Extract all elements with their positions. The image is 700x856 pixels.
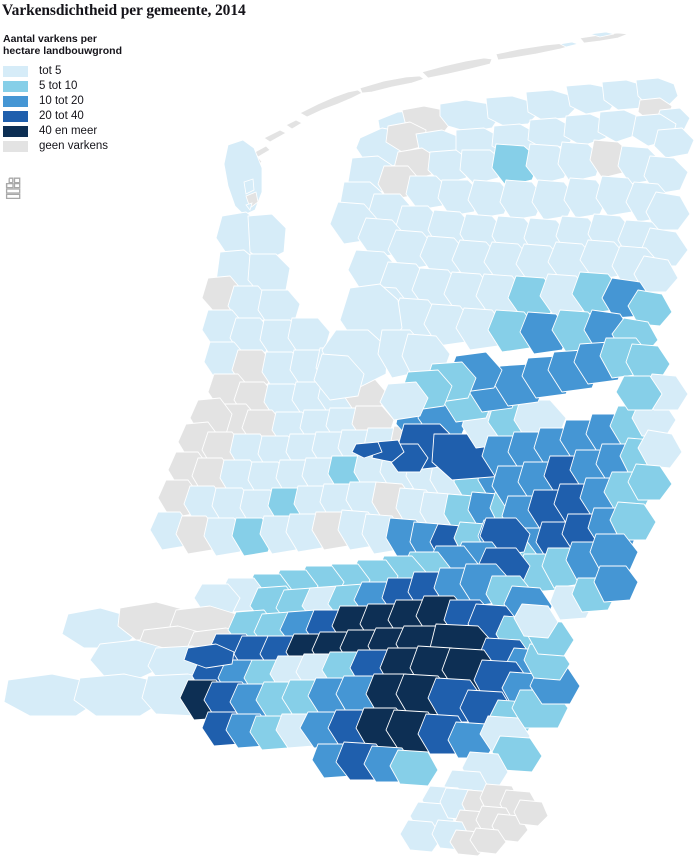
legend-heading: Aantal varkens per hectare landbouwgrond [3,33,123,57]
page-title: Varkensdichtheid per gemeente, 2014 [2,2,246,19]
region-limburg [399,603,581,856]
legend-swatch [3,111,28,122]
legend-label: 5 tot 10 [39,80,78,92]
legend-swatch [3,81,28,92]
legend-swatch [3,66,28,77]
legend-swatch [3,126,28,137]
cbs-logo [5,177,27,206]
region-noord [329,77,695,355]
region-noord-holland [201,211,451,449]
legend-label: 20 tot 40 [39,110,84,122]
region-noord-brabant [179,563,553,787]
legend-item: geen varkens [3,139,122,154]
legend-item: 5 tot 10 [3,79,122,94]
legend-label: tot 5 [39,65,62,77]
wadden-islands [223,31,629,216]
legend-label: geen varkens [39,140,109,152]
legend-label: 10 tot 20 [39,95,84,107]
map-legend: Aantal varkens per hectare landbouwgrond… [3,33,123,154]
legend-swatch [3,141,28,152]
legend-label: 40 en meer [39,125,98,137]
legend-item: 40 en meer [3,124,122,139]
legend-rows: tot 5 5 tot 10 10 tot 20 20 tot 40 40 en mee… [3,64,122,154]
legend-item: 20 tot 40 [3,109,122,124]
legend-item: tot 5 [3,64,122,79]
legend-swatch [3,96,28,107]
legend-item: 10 tot 20 [3,94,122,109]
cbs-logo-icon [5,177,21,200]
